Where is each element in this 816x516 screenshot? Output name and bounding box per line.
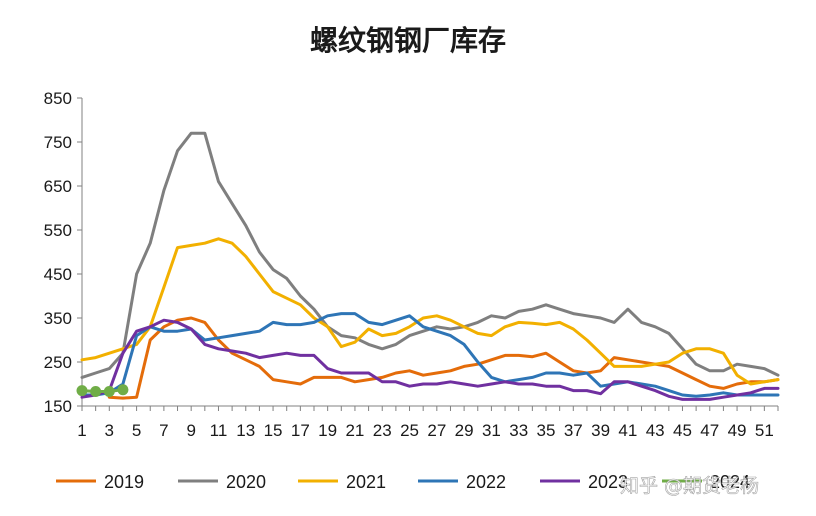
x-tick-label: 19 (318, 421, 337, 440)
x-tick-label: 17 (291, 421, 310, 440)
x-tick-label: 15 (264, 421, 283, 440)
y-tick-label: 150 (44, 397, 72, 416)
x-tick-label: 29 (455, 421, 474, 440)
legend-label-2021: 2021 (346, 472, 386, 492)
series-point-marker (117, 384, 129, 396)
series-point-marker (76, 385, 88, 397)
x-tick-label: 43 (646, 421, 665, 440)
y-tick-label: 350 (44, 309, 72, 328)
chart-title: 螺纹钢钢厂库存 (310, 24, 506, 57)
chart-legend: 2019 2020 2021 2022 2023 2024 (56, 472, 750, 492)
series-layer (76, 131, 780, 401)
x-tick-label: 9 (186, 421, 195, 440)
x-tick-label: 41 (618, 421, 637, 440)
x-tick-label: 37 (564, 421, 583, 440)
x-tick-label: 47 (700, 421, 719, 440)
y-tick-label: 650 (44, 177, 72, 196)
x-tick-label: 51 (755, 421, 774, 440)
series-line-2019 (107, 316, 780, 400)
y-tick-label: 850 (44, 89, 72, 108)
series-line-series-5 (80, 388, 125, 393)
y-tick-label: 550 (44, 221, 72, 240)
y-tick-label: 750 (44, 133, 72, 152)
watermark-text: 知乎 @期货老杨 (620, 475, 759, 497)
x-tick-label: 25 (400, 421, 419, 440)
legend-label-2024: 2024 (710, 472, 750, 492)
x-tick-label: 35 (537, 421, 556, 440)
series-line-2021 (80, 237, 780, 386)
x-tick-label: 5 (132, 421, 141, 440)
legend-label-2019: 2019 (104, 472, 144, 492)
x-tick-label: 49 (728, 421, 747, 440)
x-tick-label: 7 (159, 421, 168, 440)
x-tick-label: 1 (77, 421, 86, 440)
legend-label-2020: 2020 (226, 472, 266, 492)
series-point-marker (90, 385, 102, 397)
x-tick-label: 23 (373, 421, 392, 440)
y-tick-label: 450 (44, 265, 72, 284)
x-tick-label: 21 (345, 421, 364, 440)
series-line-2023 (80, 318, 780, 401)
x-tick-label: 11 (210, 421, 228, 440)
series-line-2020 (80, 131, 780, 379)
x-tick-label: 13 (236, 421, 255, 440)
legend-label-2023: 2023 (588, 472, 628, 492)
x-tick-label: 27 (427, 421, 446, 440)
x-tick-label: 33 (509, 421, 528, 440)
x-tick-label: 31 (482, 421, 501, 440)
y-tick-label: 250 (44, 353, 72, 372)
x-tick-label: 3 (105, 421, 114, 440)
x-tick-label: 39 (591, 421, 610, 440)
series-point-marker (103, 385, 115, 397)
legend-label-2022: 2022 (466, 472, 506, 492)
x-tick-label: 45 (673, 421, 692, 440)
